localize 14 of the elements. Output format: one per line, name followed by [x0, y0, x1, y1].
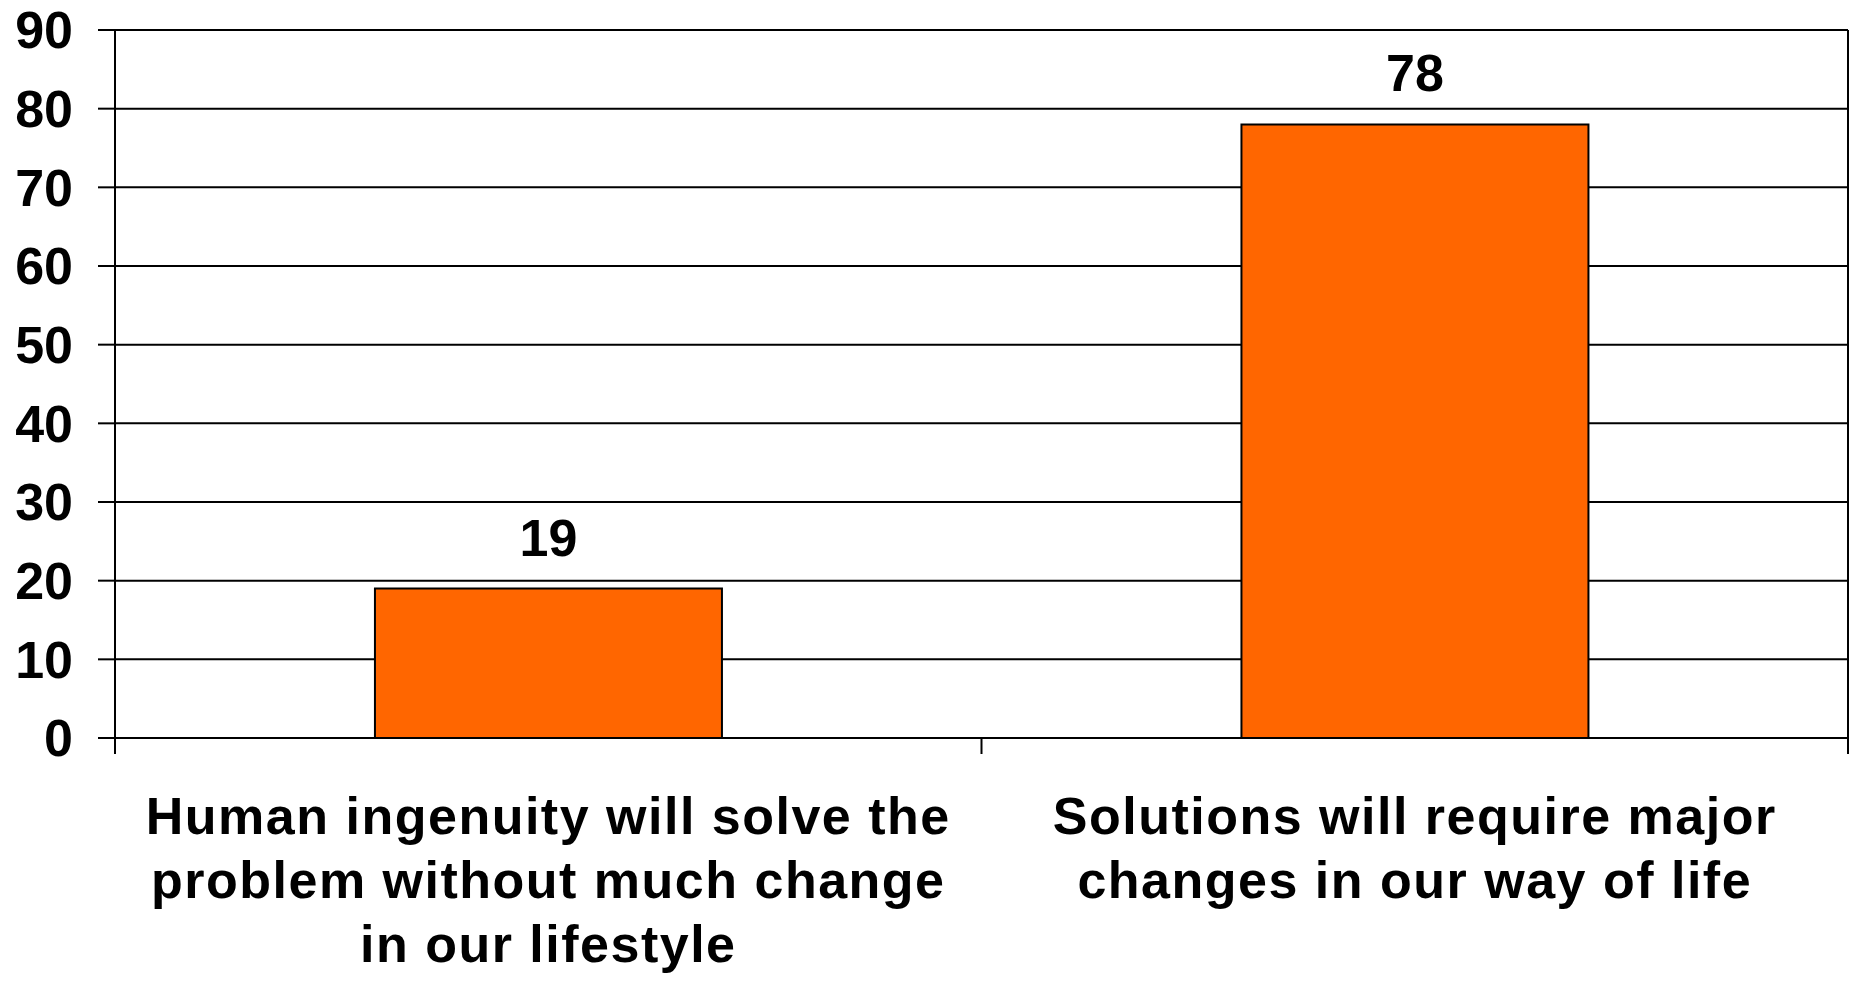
y-tick-label: 60: [15, 237, 73, 296]
y-tick-label: 70: [15, 158, 73, 217]
data-label: 78: [1386, 44, 1444, 103]
y-tick-label: 90: [15, 1, 73, 60]
y-tick-label: 50: [15, 316, 73, 375]
data-label: 19: [519, 508, 578, 567]
x-tick-label: Human ingenuity will solve the problem without much change in our lifestyle: [145, 787, 951, 973]
y-tick-label: 0: [44, 709, 73, 768]
y-tick-label: 80: [15, 80, 73, 139]
y-tick-label: 10: [15, 630, 73, 689]
x-tick-label: Solutions will require major changes in our way of life: [1052, 787, 1777, 909]
y-tick-label: 40: [15, 394, 73, 453]
y-tick-label: 20: [15, 552, 73, 611]
y-tick-label: 30: [15, 473, 73, 532]
